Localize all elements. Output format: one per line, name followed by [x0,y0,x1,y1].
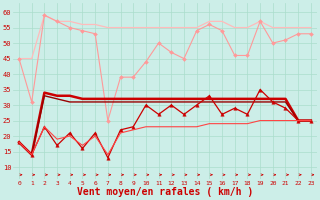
X-axis label: Vent moyen/en rafales ( km/h ): Vent moyen/en rafales ( km/h ) [77,187,253,197]
